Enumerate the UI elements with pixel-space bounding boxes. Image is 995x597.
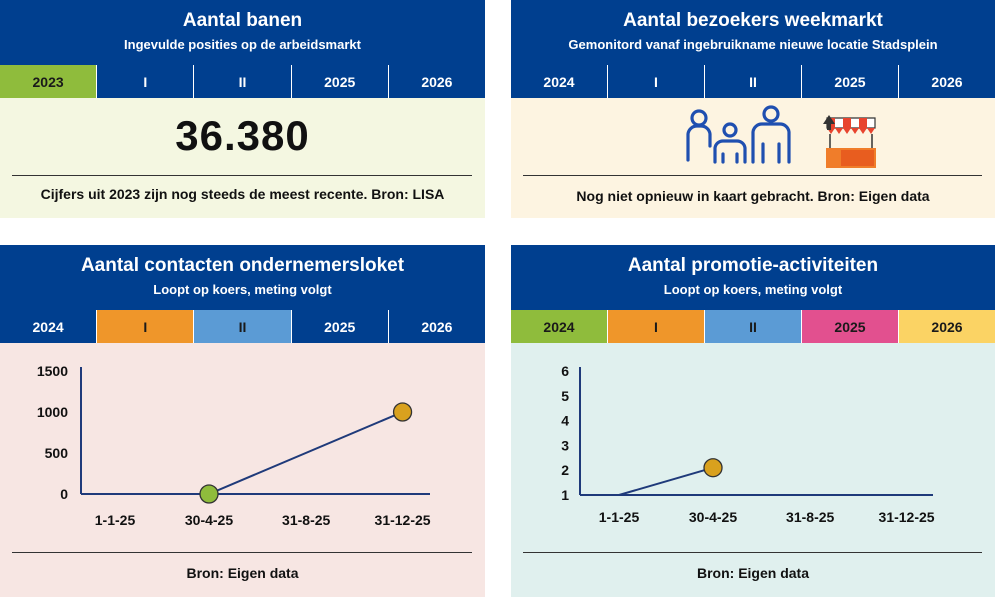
x-tick-label: 31-8-25 bbox=[786, 509, 834, 525]
data-point bbox=[703, 458, 723, 478]
tab-i[interactable]: I bbox=[607, 65, 704, 98]
jobs-value: 36.380 bbox=[175, 112, 310, 159]
tab-2026[interactable]: 2026 bbox=[387, 310, 486, 343]
panel-title: Aantal bezoekers weekmarkt bbox=[623, 10, 883, 31]
tab-ii[interactable]: II bbox=[193, 65, 291, 98]
panel-subtitle: Gemonitord vanaf ingebruikname nieuwe lo… bbox=[568, 37, 938, 52]
panel-subtitle: Ingevulde posities op de arbeidsmarkt bbox=[124, 37, 361, 52]
x-tick-label: 1-1-25 bbox=[95, 512, 136, 528]
panel-header: Aantal contacten ondernemersloket Loopt … bbox=[0, 245, 485, 310]
y-tick-label: 2 bbox=[561, 462, 569, 478]
period-tabs: 2023 I II 2025 2026 bbox=[0, 65, 486, 98]
panel-market: Aantal bezoekers weekmarkt Gemonitord va… bbox=[511, 0, 995, 218]
data-point bbox=[199, 484, 219, 504]
panel-title: Aantal contacten ondernemersloket bbox=[80, 255, 405, 276]
tab-ii[interactable]: II bbox=[193, 310, 291, 343]
panel-body: 36.380 Cijfers uit 2023 zijn nog steeds … bbox=[0, 98, 485, 218]
panel-subtitle: Loopt op koers, meting volgt bbox=[663, 282, 843, 297]
tab-i[interactable]: I bbox=[96, 310, 194, 343]
period-tabs: 2024 I II 2025 2026 bbox=[511, 310, 995, 343]
panel-body: 1 2 3 4 5 6 1-1-25 30-4-25 31-8-25 31-12-25 Bron:… bbox=[511, 343, 995, 597]
source-note: Cijfers uit 2023 zijn nog steeds de mees… bbox=[40, 186, 445, 202]
market-stall-icon bbox=[823, 115, 876, 168]
tab-2026[interactable]: 2026 bbox=[387, 65, 486, 98]
tab-2024[interactable]: 2024 bbox=[0, 310, 97, 343]
tab-2026[interactable]: 2026 bbox=[898, 310, 995, 343]
panel-title: Aantal promotie-activiteiten bbox=[627, 255, 879, 276]
promo-line-chart: 1 2 3 4 5 6 1-1-25 30-4-25 31-8-25 31-12-25 bbox=[561, 363, 935, 525]
source-note: Bron: Eigen data bbox=[186, 565, 299, 581]
data-point bbox=[392, 402, 413, 422]
contacts-line-chart: 0 500 1000 1500 1-1-25 30-4-25 31-8-25 31-12-25 bbox=[37, 363, 431, 528]
period-tabs: 2024 I II 2025 2026 bbox=[511, 65, 995, 98]
divider bbox=[523, 552, 982, 553]
y-tick-label: 4 bbox=[561, 413, 569, 429]
tab-2024[interactable]: 2024 bbox=[511, 65, 607, 98]
tab-2025[interactable]: 2025 bbox=[290, 310, 388, 343]
source-note: Bron: Eigen data bbox=[696, 565, 809, 581]
y-tick-label: 1000 bbox=[37, 404, 68, 420]
panel-body: Nog niet opnieuw in kaart gebracht. Bron… bbox=[511, 98, 995, 218]
x-tick-label: 30-4-25 bbox=[185, 512, 233, 528]
y-tick-label: 1 bbox=[561, 487, 569, 503]
panel-subtitle: Loopt op koers, meting volgt bbox=[153, 282, 332, 297]
y-tick-label: 1500 bbox=[37, 363, 68, 379]
tab-ii[interactable]: II bbox=[704, 310, 801, 343]
panel-body: 0 500 1000 1500 1-1-25 30-4-25 31-8-25 31-12-25… bbox=[0, 343, 485, 597]
people-group-icon bbox=[686, 105, 791, 164]
panel-title: Aantal banen bbox=[182, 10, 303, 31]
tab-2025[interactable]: 2025 bbox=[801, 310, 898, 343]
divider bbox=[523, 175, 982, 176]
tab-2025[interactable]: 2025 bbox=[801, 65, 898, 98]
series-line bbox=[618, 466, 714, 496]
y-tick-label: 5 bbox=[561, 388, 569, 404]
x-tick-label: 31-8-25 bbox=[282, 512, 330, 528]
panel-header: Aantal bezoekers weekmarkt Gemonitord va… bbox=[511, 0, 995, 65]
x-tick-label: 1-1-25 bbox=[599, 509, 640, 525]
divider bbox=[12, 175, 472, 176]
x-tick-label: 31-12-25 bbox=[375, 512, 431, 528]
y-tick-label: 0 bbox=[60, 486, 68, 502]
tab-2026[interactable]: 2026 bbox=[898, 65, 995, 98]
panel-header: Aantal promotie-activiteiten Loopt op ko… bbox=[511, 245, 995, 310]
panel-jobs: Aantal banen Ingevulde posities op de ar… bbox=[0, 0, 486, 218]
x-tick-label: 31-12-25 bbox=[879, 509, 935, 525]
source-note: Nog niet opnieuw in kaart gebracht. Bron… bbox=[576, 188, 930, 204]
panel-contacts: Aantal contacten ondernemersloket Loopt … bbox=[0, 245, 486, 597]
period-tabs: 2024 I II 2025 2026 bbox=[0, 310, 486, 343]
tab-ii[interactable]: II bbox=[704, 65, 801, 98]
tab-i[interactable]: I bbox=[96, 65, 194, 98]
y-tick-label: 500 bbox=[45, 445, 69, 461]
tab-i[interactable]: I bbox=[607, 310, 704, 343]
tab-2025[interactable]: 2025 bbox=[290, 65, 388, 98]
tab-2023[interactable]: 2023 bbox=[0, 65, 97, 98]
panel-promo: Aantal promotie-activiteiten Loopt op ko… bbox=[511, 245, 995, 597]
x-tick-label: 30-4-25 bbox=[689, 509, 737, 525]
series-line bbox=[115, 411, 403, 495]
y-tick-label: 6 bbox=[561, 363, 569, 379]
tab-2024[interactable]: 2024 bbox=[511, 310, 607, 343]
divider bbox=[12, 552, 472, 553]
panel-header: Aantal banen Ingevulde posities op de ar… bbox=[0, 0, 485, 65]
y-tick-label: 3 bbox=[561, 437, 569, 453]
